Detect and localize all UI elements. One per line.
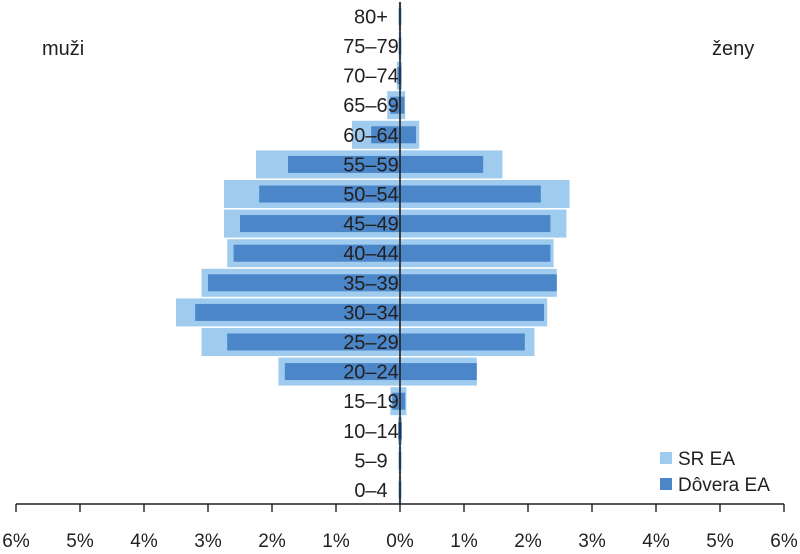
bar-dovera-ea-men-10 bbox=[259, 185, 400, 203]
bar-dovera-ea-women-3 bbox=[400, 392, 406, 410]
bar-dovera-ea-men-4 bbox=[284, 363, 400, 381]
x-tick-label: 3% bbox=[578, 531, 606, 552]
x-tick-label: 0% bbox=[386, 531, 414, 552]
bar-dovera-ea-men-9 bbox=[240, 215, 400, 233]
x-tick-label: 1% bbox=[322, 531, 350, 552]
series-dovera-ea-bars bbox=[195, 7, 557, 499]
bar-dovera-ea-women-12 bbox=[400, 126, 416, 144]
bar-dovera-ea-men-8 bbox=[233, 244, 400, 262]
category-label: 30–34 bbox=[343, 302, 399, 324]
x-tick-label: 3% bbox=[194, 531, 222, 552]
bar-dovera-ea-women-7 bbox=[400, 274, 557, 292]
bar-dovera-ea-women-6 bbox=[400, 303, 544, 321]
category-labels: 0–4 5–9 10–14 15–19 20–24 25–29 30–34 35–39 40–4… bbox=[343, 6, 399, 502]
x-tick-label: 5% bbox=[66, 531, 94, 552]
x-tick-label: 6% bbox=[770, 531, 798, 552]
legend-swatch-sr-ea bbox=[660, 452, 672, 464]
bar-dovera-ea-women-4 bbox=[400, 363, 477, 381]
category-label: 0–4 bbox=[354, 480, 387, 502]
category-label: 20–24 bbox=[343, 362, 399, 384]
x-tick-label: 2% bbox=[258, 531, 286, 552]
x-tick-label: 6% bbox=[2, 531, 30, 552]
x-tick-label: 5% bbox=[706, 531, 734, 552]
x-tick-label: 1% bbox=[450, 531, 478, 552]
bar-dovera-ea-women-8 bbox=[400, 244, 551, 262]
bar-dovera-ea-women-13 bbox=[400, 96, 405, 114]
legend: SR EA Dôvera EA bbox=[660, 449, 770, 496]
category-label: 10–14 bbox=[343, 421, 399, 443]
category-label: 50–54 bbox=[343, 184, 399, 206]
bar-dovera-ea-women-2 bbox=[400, 422, 402, 440]
bar-dovera-ea-men-5 bbox=[227, 333, 400, 351]
bar-dovera-ea-women-11 bbox=[400, 155, 484, 173]
bar-dovera-ea-women-10 bbox=[400, 185, 541, 203]
category-label: 80+ bbox=[354, 6, 388, 28]
category-label: 5–9 bbox=[354, 450, 387, 472]
category-label: 60–64 bbox=[343, 125, 399, 147]
bar-dovera-ea-men-7 bbox=[208, 274, 400, 292]
x-tick-label: 4% bbox=[130, 531, 158, 552]
category-label: 35–39 bbox=[343, 273, 399, 295]
bar-dovera-ea-women-9 bbox=[400, 215, 551, 233]
x-tick-labels: 6% 5% 4% 3% 2% 1% 0% 1% 2% 3% 4% 5% 6% bbox=[2, 531, 798, 552]
right-side-label: ženy bbox=[712, 38, 754, 60]
category-label: 15–19 bbox=[343, 391, 399, 413]
category-label: 40–44 bbox=[343, 243, 399, 265]
category-label: 45–49 bbox=[343, 214, 399, 236]
bar-dovera-ea-men-6 bbox=[195, 303, 400, 321]
bar-dovera-ea-men-12 bbox=[371, 126, 400, 144]
category-label: 75–79 bbox=[343, 36, 399, 58]
category-label: 70–74 bbox=[343, 66, 399, 88]
axes bbox=[15, 2, 785, 512]
x-tick-label: 4% bbox=[642, 531, 670, 552]
bar-dovera-ea-women-5 bbox=[400, 333, 525, 351]
bar-dovera-ea-men-13 bbox=[390, 96, 400, 114]
legend-swatch-dovera-ea bbox=[660, 478, 672, 490]
bar-dovera-ea-men-14 bbox=[397, 67, 400, 85]
bar-dovera-ea-men-11 bbox=[288, 155, 400, 173]
bar-dovera-ea-men-2 bbox=[398, 422, 400, 440]
legend-label-sr-ea: SR EA bbox=[678, 449, 735, 470]
category-label: 65–69 bbox=[343, 95, 399, 117]
left-side-label: muži bbox=[42, 38, 84, 60]
bar-dovera-ea-men-3 bbox=[392, 392, 400, 410]
x-tick-label: 2% bbox=[514, 531, 542, 552]
category-label: 55–59 bbox=[343, 154, 399, 176]
category-label: 25–29 bbox=[343, 332, 399, 354]
legend-label-dovera-ea: Dôvera EA bbox=[678, 475, 770, 496]
